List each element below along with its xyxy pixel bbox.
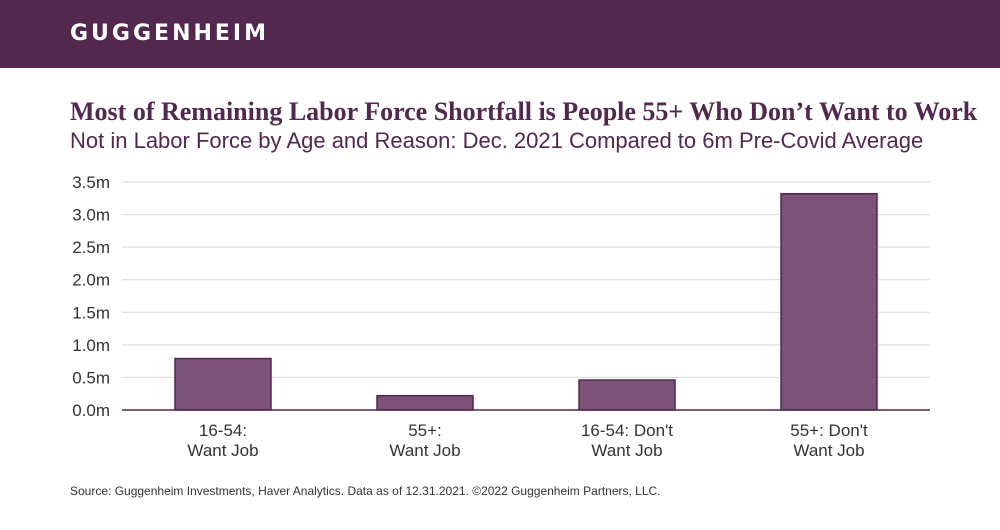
header-bar: GUGGENHEIM: [0, 0, 1000, 68]
y-tick-label: 0.5m: [72, 368, 110, 387]
y-tick-label: 0.0m: [72, 401, 110, 420]
x-category-label: 16-54: Want Job: [187, 421, 258, 460]
bar: [174, 357, 272, 411]
chart-title: Most of Remaining Labor Force Shortfall …: [70, 97, 978, 126]
y-tick-label: 2.0m: [72, 271, 110, 290]
x-category-label: 55+: Don't Want Job: [790, 421, 868, 460]
bar: [780, 192, 878, 411]
x-category-label: 55+: Want Job: [389, 421, 460, 460]
bar: [376, 394, 474, 411]
bar: [578, 379, 676, 411]
chart-subtitle: Not in Labor Force by Age and Reason: De…: [70, 128, 924, 153]
guggenheim-logo: GUGGENHEIM: [70, 21, 269, 46]
y-tick-label: 1.5m: [72, 303, 110, 322]
y-tick-label: 2.5m: [72, 238, 110, 257]
y-tick-label: 3.5m: [72, 173, 110, 192]
y-tick-label: 1.0m: [72, 336, 110, 355]
x-category-label: 16-54: Don't Want Job: [581, 421, 673, 460]
y-tick-label: 3.0m: [72, 206, 110, 225]
source-note: Source: Guggenheim Investments, Haver An…: [70, 484, 661, 498]
